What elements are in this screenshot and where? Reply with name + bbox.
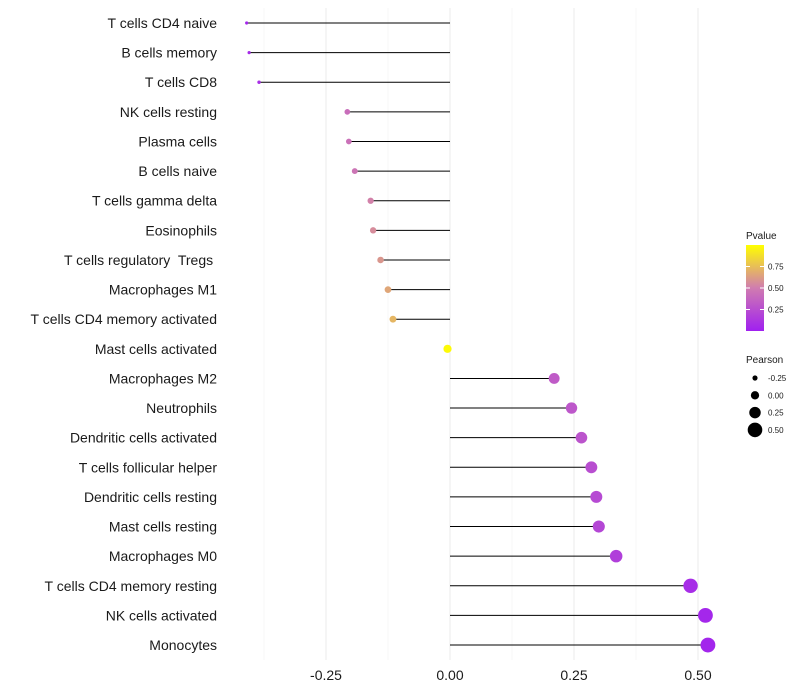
point-1	[247, 51, 251, 55]
point-20	[698, 608, 713, 623]
pvalue-legend: Pvalue 0.25 0.50 0.75	[746, 231, 784, 331]
point-7	[369, 227, 377, 234]
point-0	[245, 21, 249, 25]
point-2	[257, 80, 261, 84]
pvalue-tick-label-0: 0.25	[768, 306, 784, 315]
category-label-8: T cells regulatory Tregs	[64, 252, 217, 268]
point-17	[592, 520, 605, 533]
pearson-legend-dot-3	[747, 422, 763, 438]
category-label-15: T cells follicular helper	[79, 459, 218, 475]
point-11	[443, 344, 452, 353]
x-tick-label-3: 0.50	[684, 667, 711, 683]
point-5	[351, 168, 358, 175]
category-label-3: NK cells resting	[120, 104, 217, 120]
pearson-legend-label-2: 0.25	[768, 409, 784, 418]
point-16	[590, 490, 603, 503]
point-13	[565, 402, 578, 414]
x-tick-label-0: -0.25	[310, 667, 342, 683]
point-12	[548, 372, 560, 384]
category-label-17: Mast cells resting	[109, 519, 217, 535]
lollipop-stems	[246, 22, 708, 646]
category-label-10: T cells CD4 memory activated	[31, 311, 217, 327]
category-label-4: Plasma cells	[138, 133, 217, 149]
point-4	[345, 138, 352, 145]
point-10	[389, 315, 397, 323]
point-9	[384, 286, 392, 293]
point-3	[344, 109, 351, 115]
pearson-legend-label-3: 0.50	[768, 426, 784, 435]
pearson-legend: Pearson -0.25 0.00 0.25 0.50	[746, 355, 787, 438]
pvalue-tick-label-1: 0.50	[768, 284, 784, 293]
category-label-14: Dendritic cells activated	[70, 430, 217, 446]
category-label-21: Monocytes	[149, 637, 217, 653]
category-label-2: T cells CD8	[145, 74, 217, 90]
category-label-12: Macrophages M2	[109, 370, 217, 386]
category-label-13: Neutrophils	[146, 400, 217, 416]
category-label-11: Mast cells activated	[95, 341, 217, 357]
point-18	[609, 549, 623, 563]
x-tick-label-2: 0.25	[560, 667, 587, 683]
point-14	[575, 431, 588, 444]
x-tick-labels: -0.25 0.00 0.25 0.50	[310, 667, 712, 683]
category-label-5: B cells naive	[138, 163, 217, 179]
category-label-20: NK cells activated	[106, 607, 217, 623]
pvalue-tick-label-2: 0.75	[768, 263, 784, 272]
category-label-0: T cells CD4 naive	[108, 15, 218, 31]
category-label-1: B cells memory	[121, 45, 217, 61]
point-6	[367, 197, 374, 204]
category-labels: T cells CD4 naive B cells memory T cells C…	[31, 15, 218, 653]
category-label-6: T cells gamma delta	[92, 193, 217, 209]
pvalue-legend-title: Pvalue	[746, 231, 777, 242]
pearson-legend-dot-0	[752, 375, 758, 381]
pearson-legend-dot-1	[750, 391, 760, 400]
category-label-7: Eosinophils	[145, 222, 217, 238]
pearson-legend-label-0: -0.25	[768, 374, 787, 383]
category-label-16: Dendritic cells resting	[84, 489, 217, 505]
pvalue-colorbar	[746, 245, 764, 331]
point-19	[683, 578, 698, 593]
category-label-18: Macrophages M0	[109, 548, 217, 564]
pearson-legend-dot-2	[749, 406, 761, 419]
x-tick-label-1: 0.00	[436, 667, 463, 683]
point-21	[700, 637, 716, 653]
grid-lines	[263, 8, 699, 660]
pearson-legend-title: Pearson	[746, 355, 783, 366]
point-15	[585, 461, 598, 474]
point-8	[377, 256, 384, 264]
pearson-legend-label-1: 0.00	[768, 391, 784, 400]
category-label-19: T cells CD4 memory resting	[45, 578, 217, 594]
lollipop-points	[245, 21, 716, 653]
category-label-9: Macrophages M1	[109, 282, 217, 298]
